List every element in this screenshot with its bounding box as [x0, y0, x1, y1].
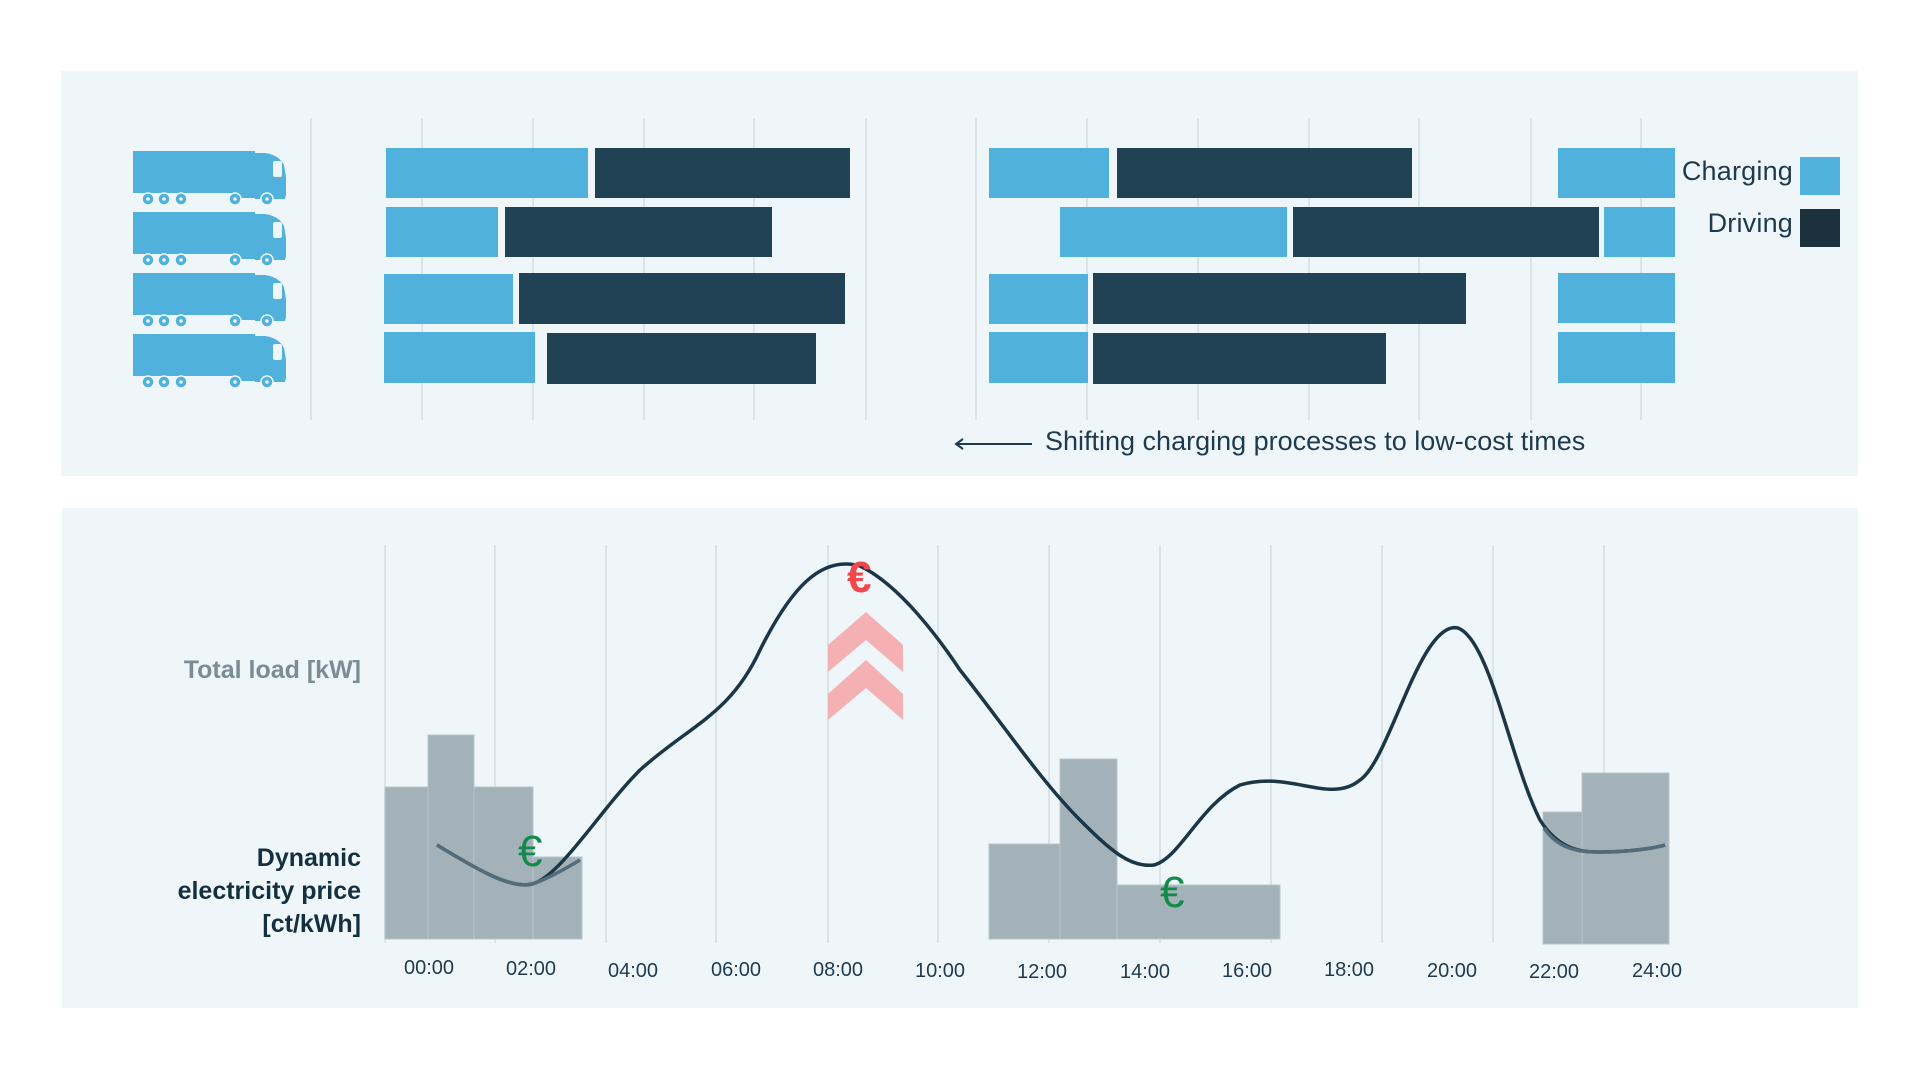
price-axis-label: Dynamic electricity price [ct/kWh] [177, 844, 361, 938]
x-tick: 18:00 [1323, 959, 1375, 981]
x-tick: 20:00 [1426, 960, 1478, 982]
x-tick: 22:00 [1528, 961, 1580, 983]
legend-driving-label: Driving [1707, 208, 1793, 238]
legend-charging-swatch [1800, 157, 1840, 195]
x-tick: 04:00 [607, 960, 659, 982]
x-tick: 10:00 [914, 960, 966, 982]
low-price-euro-icon: € [518, 827, 543, 876]
x-tick: 12:00 [1016, 961, 1068, 983]
legend-driving-swatch [1800, 209, 1840, 247]
fleet-schedule-panel [61, 71, 1858, 476]
x-tick: 08:00 [812, 959, 864, 981]
x-tick: 16:00 [1221, 960, 1273, 982]
x-tick: 00:00 [403, 957, 455, 979]
x-tick: 06:00 [710, 959, 762, 981]
x-tick: 14:00 [1119, 961, 1171, 983]
legend-charging-label: Charging [1681, 156, 1793, 186]
low-price-euro-icon: € [1160, 868, 1185, 917]
x-tick: 02:00 [505, 958, 557, 980]
x-tick: 24:00 [1631, 960, 1683, 982]
total-load-axis-label: Total load [kW] [183, 656, 361, 684]
shift-charging-note: Shifting charging processes to low-cost … [1045, 426, 1586, 456]
peak-price-euro-icon: € [847, 553, 872, 602]
